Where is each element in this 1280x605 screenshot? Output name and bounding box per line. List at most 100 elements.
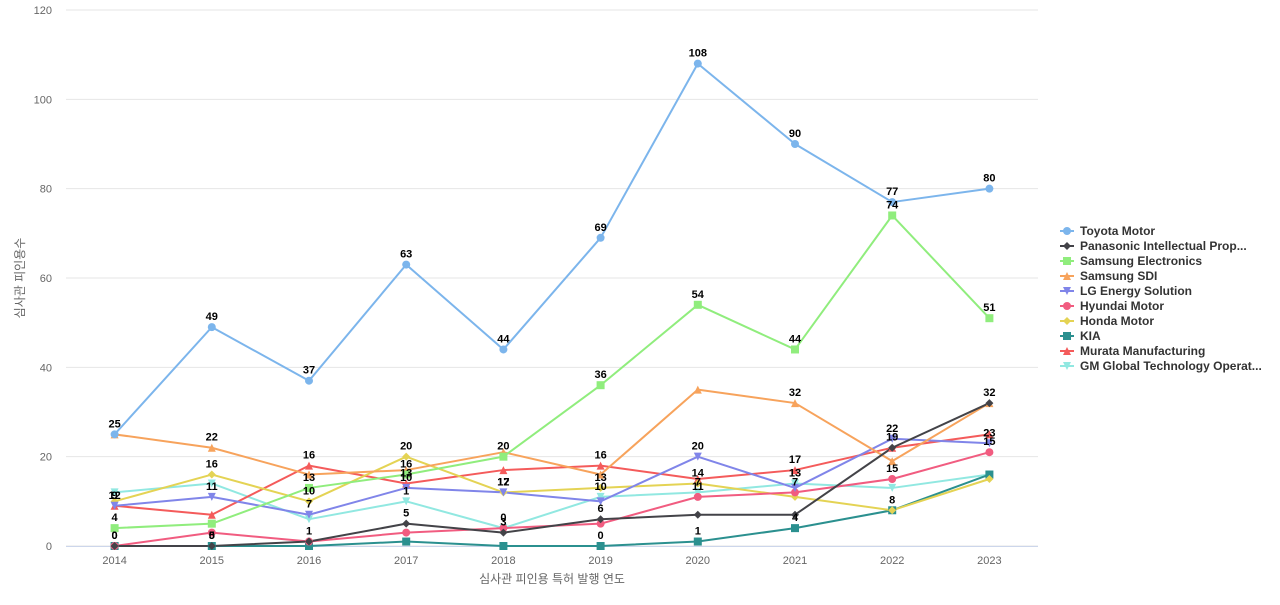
data-point[interactable] (888, 483, 897, 492)
legend-item[interactable]: Murata Manufacturing (1060, 344, 1205, 358)
legend-item[interactable]: Honda Motor (1060, 314, 1154, 328)
data-point[interactable] (888, 457, 897, 466)
data-point[interactable] (693, 385, 702, 394)
data-point[interactable] (402, 519, 411, 528)
series-line[interactable] (113, 473, 991, 530)
data-point[interactable] (596, 483, 605, 492)
data-point[interactable] (791, 345, 799, 354)
legend-item[interactable]: KIA (1060, 329, 1101, 343)
series-line[interactable] (113, 451, 991, 547)
data-point[interactable] (402, 470, 411, 479)
data-point[interactable] (693, 300, 702, 309)
data-point[interactable] (888, 211, 897, 220)
data-point[interactable] (985, 184, 994, 193)
data-point[interactable] (791, 483, 799, 492)
data-point[interactable] (693, 488, 702, 497)
data-point[interactable] (596, 470, 605, 479)
data-point[interactable] (693, 479, 702, 488)
legend-symbol[interactable] (1063, 227, 1071, 235)
data-point[interactable] (791, 488, 799, 497)
data-point[interactable] (207, 479, 216, 488)
data-point[interactable] (207, 510, 216, 519)
data-point[interactable] (305, 470, 313, 479)
data-point[interactable] (888, 198, 897, 207)
data-point[interactable] (499, 488, 508, 497)
data-point[interactable] (110, 524, 119, 533)
data-point[interactable] (402, 452, 411, 461)
data-point[interactable] (402, 537, 411, 546)
data-point[interactable] (110, 488, 119, 497)
data-point[interactable] (499, 528, 508, 537)
series-line[interactable] (113, 433, 991, 516)
data-point[interactable] (888, 443, 897, 452)
data-point[interactable] (791, 524, 799, 533)
data-point[interactable] (693, 452, 702, 461)
data-point[interactable] (207, 542, 216, 550)
legend-symbol[interactable] (1063, 272, 1071, 280)
legend-item[interactable]: LG Energy Solution (1060, 284, 1192, 298)
legend-item[interactable]: Toyota Motor (1060, 224, 1155, 238)
legend-symbol[interactable] (1063, 257, 1071, 265)
data-point[interactable] (110, 542, 119, 550)
data-point[interactable] (305, 515, 313, 524)
data-point[interactable] (693, 510, 702, 519)
series-line[interactable] (113, 402, 991, 547)
data-point[interactable] (402, 483, 411, 492)
legend-item[interactable]: Hyundai Motor (1060, 299, 1164, 313)
data-point[interactable] (305, 497, 313, 506)
data-point[interactable] (402, 260, 411, 269)
data-point[interactable] (305, 510, 313, 519)
data-point[interactable] (305, 376, 313, 385)
data-point[interactable] (985, 430, 994, 439)
legend-symbol[interactable] (1063, 287, 1071, 295)
legend-symbol[interactable] (1063, 332, 1071, 340)
legend-item[interactable]: GM Global Technology Operat... (1060, 359, 1262, 373)
data-point[interactable] (888, 475, 897, 483)
data-point[interactable] (596, 492, 605, 501)
series-line[interactable] (113, 455, 991, 512)
data-point[interactable] (791, 399, 799, 408)
data-point[interactable] (207, 323, 216, 332)
series-line[interactable] (113, 473, 991, 547)
data-point[interactable] (207, 528, 216, 537)
legend-symbol[interactable] (1063, 317, 1071, 325)
data-point[interactable] (596, 542, 605, 550)
data-point[interactable] (499, 524, 508, 533)
series-line[interactable] (113, 388, 991, 476)
data-point[interactable] (985, 448, 994, 457)
data-point[interactable] (985, 399, 994, 408)
data-point[interactable] (693, 59, 702, 68)
data-point[interactable] (402, 528, 411, 537)
data-point[interactable] (791, 466, 799, 475)
data-point[interactable] (110, 430, 119, 439)
data-point[interactable] (596, 515, 605, 524)
data-point[interactable] (596, 233, 605, 242)
data-point[interactable] (499, 345, 508, 354)
series-line[interactable] (113, 437, 991, 516)
data-point[interactable] (305, 483, 313, 492)
legend-symbol[interactable] (1063, 242, 1071, 250)
data-point[interactable] (791, 479, 799, 488)
data-point[interactable] (596, 497, 605, 506)
data-point[interactable] (985, 475, 994, 483)
data-point[interactable] (596, 381, 605, 390)
data-point[interactable] (110, 501, 119, 510)
data-point[interactable] (791, 510, 799, 519)
data-point[interactable] (888, 506, 897, 515)
data-point[interactable] (693, 537, 702, 546)
legend-item[interactable]: Samsung Electronics (1060, 254, 1202, 268)
data-point[interactable] (402, 497, 411, 506)
legend-symbol[interactable] (1063, 347, 1071, 355)
data-point[interactable] (207, 519, 216, 528)
data-point[interactable] (888, 434, 897, 443)
data-point[interactable] (305, 461, 313, 470)
legend-symbol[interactable] (1063, 302, 1071, 310)
data-point[interactable] (305, 537, 313, 546)
data-point[interactable] (499, 542, 508, 550)
data-point[interactable] (985, 439, 994, 448)
data-point[interactable] (305, 542, 313, 550)
data-point[interactable] (693, 475, 702, 483)
data-point[interactable] (596, 519, 605, 528)
data-point[interactable] (207, 470, 216, 479)
